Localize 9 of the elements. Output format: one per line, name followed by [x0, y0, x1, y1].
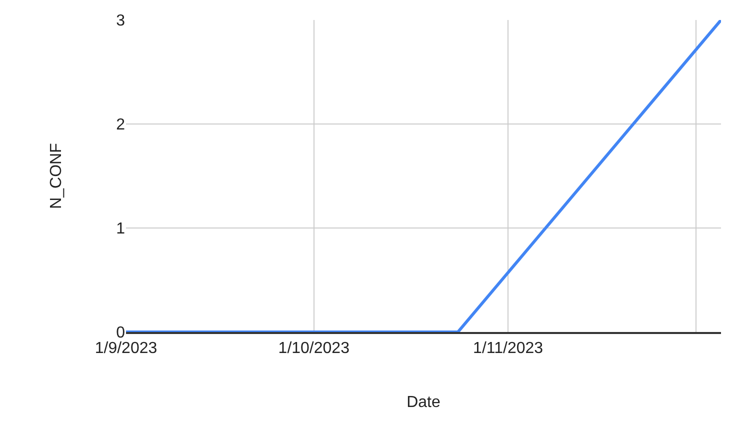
y-tick-label: 1 — [116, 220, 126, 238]
x-tick-label: 1/11/2023 — [473, 340, 544, 357]
x-tick-label: 1/10/2023 — [278, 340, 350, 357]
y-tick-label: 2 — [116, 116, 126, 134]
y-axis-title: N_CONF — [48, 142, 65, 209]
x-tick-label: 1/9/2023 — [94, 340, 158, 357]
y-tick-label: 0 — [116, 324, 126, 342]
y-tick-label: 3 — [116, 12, 126, 30]
x-axis-title: Date — [406, 394, 440, 412]
